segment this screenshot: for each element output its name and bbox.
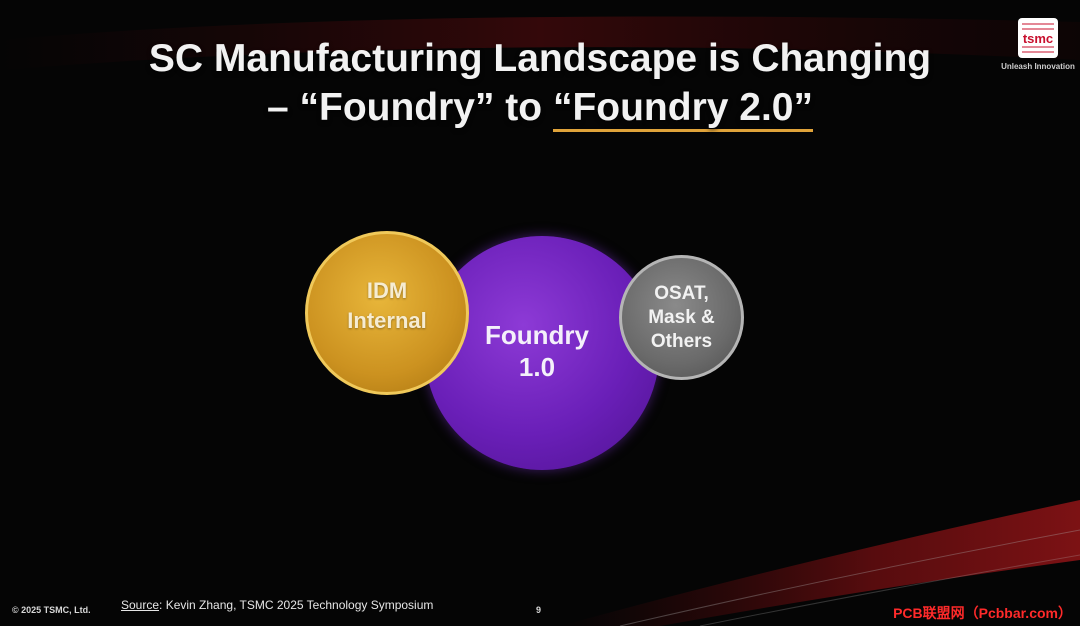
foundry-circle: Foundry 1.0 (425, 236, 659, 470)
idm-label-line1: IDM (366, 278, 408, 303)
osat-circle: OSAT, Mask & Others (619, 255, 744, 380)
page-number: 9 (536, 605, 542, 615)
tsmc-logo-wordmark: tsmc (1023, 31, 1053, 46)
osat-label-line1: OSAT, (654, 282, 709, 304)
foundry-label-line2: 1.0 (518, 352, 556, 382)
source-text: : Kevin Zhang, TSMC 2025 Technology Symp… (159, 598, 434, 612)
watermark: PCB联盟网（Pcbbar.com） (893, 605, 1072, 621)
bottom-streak-line-1 (619, 529, 1080, 626)
idm-circle: IDM Internal (305, 231, 469, 395)
idm-label-line2: Internal (347, 308, 427, 333)
footer-copyright: © 2025 TSMC, Ltd. (12, 605, 91, 615)
title-line-2-prefix: – “Foundry” to (266, 86, 553, 129)
title-line-1: SC Manufacturing Landscape is Changing (148, 37, 932, 80)
tsmc-logo: tsmc Unleash Innovation (1000, 16, 1076, 71)
source-label: Source (121, 598, 160, 612)
slide-title: SC Manufacturing Landscape is Changing –… (0, 34, 1080, 132)
title-highlight: “Foundry 2.0” (552, 87, 814, 132)
title-line-2: – “Foundry” to “Foundry 2.0” (0, 83, 1080, 132)
bottom-streak-line-2 (699, 554, 1080, 626)
logo-tagline: Unleash Innovation (1001, 62, 1075, 71)
top-streak (0, 16, 1080, 71)
bottom-streak (560, 500, 1080, 626)
osat-label-line3: Others (650, 330, 713, 352)
tsmc-logo-icon: tsmc (1018, 18, 1058, 58)
foundry-label-line1: Foundry (485, 320, 589, 350)
footer-source: Source: Kevin Zhang, TSMC 2025 Technolog… (121, 598, 433, 612)
osat-label-line2: Mask & (648, 306, 715, 328)
